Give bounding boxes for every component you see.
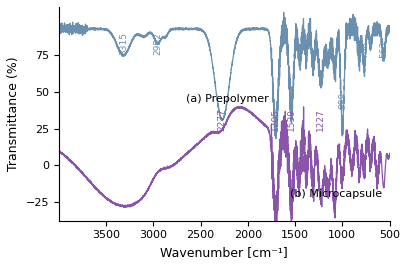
X-axis label: Wavenumber [cm⁻¹]: Wavenumber [cm⁻¹] [160, 246, 288, 259]
Text: 768: 768 [360, 41, 369, 58]
Text: 999: 999 [338, 92, 347, 110]
Text: 3315: 3315 [119, 32, 128, 55]
Text: (a) Prepolymer: (a) Prepolymer [186, 94, 269, 104]
Text: 1227: 1227 [316, 109, 325, 131]
Text: 2277: 2277 [217, 109, 226, 131]
Text: 563: 563 [379, 41, 388, 58]
Y-axis label: Transmittance (%): Transmittance (%) [7, 57, 20, 171]
Text: 1705: 1705 [271, 109, 280, 131]
Text: 2952: 2952 [153, 32, 162, 55]
Text: 1539: 1539 [287, 109, 296, 131]
Text: (b) Microcapsule: (b) Microcapsule [290, 189, 383, 199]
